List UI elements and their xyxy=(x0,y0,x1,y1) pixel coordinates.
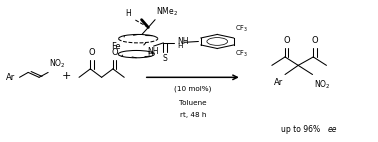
Text: NO$_2$: NO$_2$ xyxy=(314,78,331,91)
Text: (10 mol%): (10 mol%) xyxy=(174,85,211,92)
Text: O: O xyxy=(311,36,318,45)
Text: rt, 48 h: rt, 48 h xyxy=(180,112,206,118)
Text: NH: NH xyxy=(177,37,189,46)
Text: NH: NH xyxy=(147,47,158,56)
Text: ee: ee xyxy=(327,125,337,134)
Text: Fe: Fe xyxy=(111,42,120,51)
Text: NO$_2$: NO$_2$ xyxy=(48,57,65,70)
Text: O: O xyxy=(88,48,95,57)
Text: H: H xyxy=(147,51,152,57)
Text: Ar: Ar xyxy=(6,73,15,82)
Text: H: H xyxy=(125,9,131,18)
Text: CF$_3$: CF$_3$ xyxy=(235,24,248,35)
Text: NMe$_2$: NMe$_2$ xyxy=(156,6,178,18)
Text: Toluene: Toluene xyxy=(179,100,207,106)
Text: S: S xyxy=(163,54,167,63)
Text: H: H xyxy=(177,43,183,49)
Text: +: + xyxy=(62,71,71,81)
Text: up to 96%: up to 96% xyxy=(281,125,323,134)
Text: O: O xyxy=(111,48,118,57)
Text: O: O xyxy=(283,36,290,45)
Text: Ar: Ar xyxy=(274,78,283,87)
Text: CF$_3$: CF$_3$ xyxy=(235,49,248,59)
